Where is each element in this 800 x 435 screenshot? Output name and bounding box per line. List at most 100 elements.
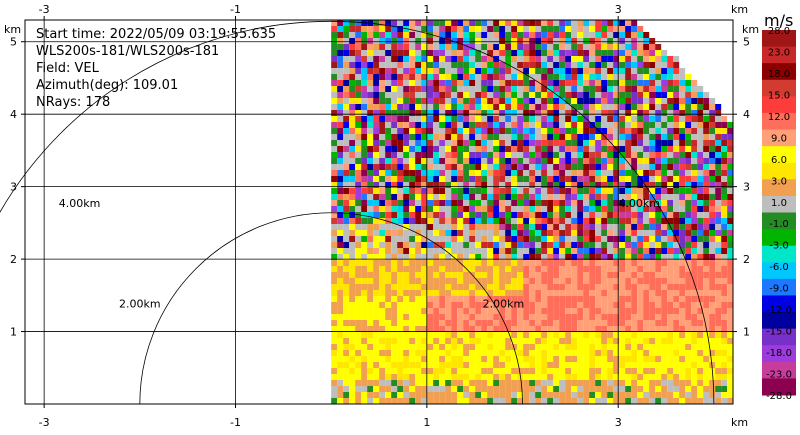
field-cell (337, 92, 344, 98)
field-cell (625, 182, 632, 188)
colorbar-tick-label: 28.0 (768, 26, 790, 37)
field-cell (421, 38, 428, 44)
field-cell (421, 26, 428, 32)
field-cell (643, 308, 650, 314)
field-cell (577, 200, 584, 206)
field-cell (349, 326, 356, 332)
field-cell (409, 134, 416, 140)
field-cell (499, 146, 506, 152)
field-cell (571, 308, 578, 314)
field-cell (451, 272, 458, 278)
field-cell (373, 110, 380, 116)
field-cell (571, 302, 578, 308)
field-cell (499, 368, 506, 374)
field-cell (571, 224, 578, 230)
field-cell (721, 194, 728, 200)
field-cell (571, 314, 578, 320)
colorbar-tick-label: -18.0 (766, 348, 792, 359)
field-cell (661, 368, 668, 374)
field-cell (589, 350, 596, 356)
field-cell (493, 392, 500, 398)
field-cell (691, 122, 698, 128)
x-tick-label-bottom: -3 (39, 416, 50, 429)
field-cell (517, 224, 524, 230)
field-cell (451, 164, 458, 170)
field-cell (595, 344, 602, 350)
field-cell (619, 314, 626, 320)
field-cell (487, 188, 494, 194)
field-cell (565, 134, 572, 140)
field-cell (355, 386, 362, 392)
field-cell (517, 278, 524, 284)
field-cell (397, 284, 404, 290)
field-cell (343, 236, 350, 242)
field-cell (433, 110, 440, 116)
field-cell (409, 260, 416, 266)
field-cell (523, 20, 530, 26)
field-cell (511, 122, 518, 128)
field-cell (439, 128, 446, 134)
field-cell (493, 104, 500, 110)
field-cell (709, 338, 716, 344)
field-cell (349, 182, 356, 188)
field-cell (649, 242, 656, 248)
colorbar-swatch (762, 278, 796, 296)
field-cell (697, 374, 704, 380)
field-cell (721, 242, 728, 248)
field-cell (661, 374, 668, 380)
field-cell (463, 344, 470, 350)
field-cell (451, 266, 458, 272)
field-cell (427, 38, 434, 44)
field-cell (571, 266, 578, 272)
field-cell (403, 380, 410, 386)
field-cell (595, 398, 602, 404)
field-cell (475, 182, 482, 188)
field-cell (373, 62, 380, 68)
field-cell (427, 398, 434, 404)
field-cell (493, 50, 500, 56)
field-cell (571, 350, 578, 356)
field-cell (523, 140, 530, 146)
field-cell (451, 236, 458, 242)
field-cell (493, 62, 500, 68)
field-cell (361, 56, 368, 62)
field-cell (697, 398, 704, 404)
field-cell (343, 92, 350, 98)
field-cell (409, 206, 416, 212)
field-cell (553, 20, 560, 26)
field-cell (697, 332, 704, 338)
field-cell (367, 296, 374, 302)
field-cell (355, 26, 362, 32)
field-cell (349, 380, 356, 386)
field-cell (703, 188, 710, 194)
field-cell (571, 272, 578, 278)
field-cell (439, 332, 446, 338)
field-cell (355, 230, 362, 236)
field-cell (673, 290, 680, 296)
field-cell (571, 356, 578, 362)
field-cell (373, 146, 380, 152)
field-cell (439, 104, 446, 110)
field-cell (697, 260, 704, 266)
field-cell (691, 236, 698, 242)
field-cell (403, 392, 410, 398)
field-cell (487, 368, 494, 374)
field-cell (487, 44, 494, 50)
field-cell (421, 32, 428, 38)
field-cell (691, 368, 698, 374)
field-cell (703, 296, 710, 302)
field-cell (667, 254, 674, 260)
field-cell (559, 68, 566, 74)
field-cell (625, 254, 632, 260)
field-cell (379, 254, 386, 260)
field-cell (529, 398, 536, 404)
field-cell (379, 266, 386, 272)
field-cell (337, 380, 344, 386)
field-cell (385, 242, 392, 248)
field-cell (589, 236, 596, 242)
field-cell (715, 266, 722, 272)
field-cell (679, 272, 686, 278)
field-cell (655, 374, 662, 380)
field-cell (517, 332, 524, 338)
field-cell (409, 170, 416, 176)
